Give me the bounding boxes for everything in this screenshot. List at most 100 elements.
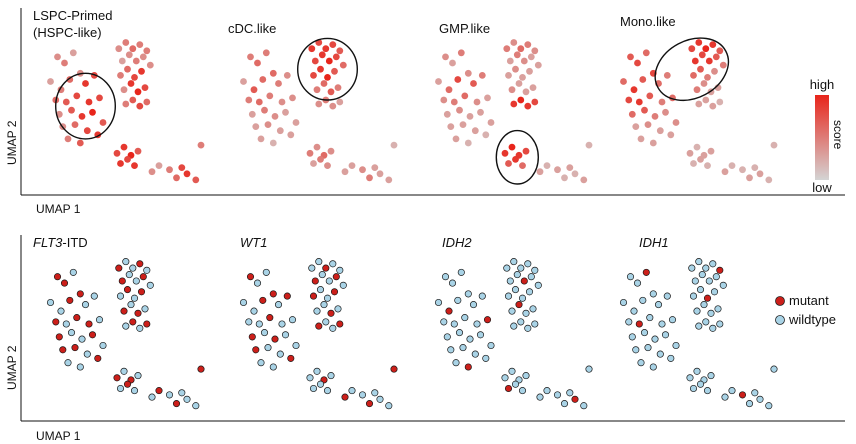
mutation-point — [130, 387, 139, 395]
score-point — [700, 80, 708, 87]
score-point — [276, 127, 284, 135]
score-point — [513, 51, 521, 59]
score-point — [327, 88, 335, 96]
mutation-point — [172, 400, 181, 408]
mutation-point — [716, 266, 724, 274]
mutation-point — [651, 335, 659, 343]
mutation-point — [269, 363, 277, 371]
panel-title-idh1: IDH1 — [639, 235, 669, 250]
score-point — [447, 123, 455, 130]
score-point — [628, 110, 636, 118]
mutation-point — [143, 266, 151, 274]
mutation-point — [311, 277, 319, 285]
mutation-point — [518, 387, 527, 395]
score-point — [634, 59, 641, 67]
mutation-point — [318, 271, 326, 279]
mutation-point — [308, 264, 316, 272]
score-point — [690, 160, 697, 167]
score-point — [443, 110, 451, 118]
mutation-point — [118, 277, 126, 285]
score-point — [466, 113, 474, 120]
score-point — [751, 164, 759, 172]
score-point — [129, 96, 137, 104]
mutation-point — [712, 273, 720, 281]
panel-title-lspc-primed: LSPC-Primed — [33, 8, 112, 23]
score-point — [704, 162, 711, 170]
score-point — [317, 156, 324, 163]
score-point — [155, 162, 163, 170]
score-point — [131, 74, 138, 81]
mutation-point — [560, 400, 569, 408]
bottom-ylabel: UMAP 2 — [5, 345, 19, 390]
score-point — [649, 139, 657, 147]
colorbar — [815, 95, 829, 180]
highlight-ellipse — [495, 129, 539, 185]
mutation-point — [323, 387, 332, 395]
mutation-point — [99, 341, 107, 350]
score-point — [719, 61, 727, 69]
mutation-point — [696, 286, 705, 294]
score-point — [510, 39, 518, 46]
score-point — [99, 119, 107, 126]
mutation-point — [504, 292, 513, 300]
mutation-point — [654, 301, 663, 309]
mutation-point — [266, 314, 274, 322]
score-point — [524, 41, 532, 48]
score-point — [644, 121, 652, 128]
mutation-point — [322, 318, 330, 326]
score-point — [641, 106, 648, 114]
mutation-point — [137, 288, 146, 296]
mutation-point — [619, 298, 628, 307]
mutation-point — [719, 281, 727, 289]
mutation-point — [534, 281, 542, 289]
score-point — [522, 147, 530, 155]
mutation-point — [440, 318, 448, 326]
score-point — [127, 80, 135, 87]
score-point — [543, 162, 551, 170]
mutation-point — [457, 268, 465, 276]
mutation-point — [705, 277, 713, 285]
score-point — [327, 147, 335, 155]
score-point — [261, 106, 268, 114]
mutation-point — [125, 271, 133, 279]
mutation-point — [371, 389, 379, 397]
mutation-point — [274, 301, 283, 309]
score-point — [320, 80, 328, 87]
mutation-point — [529, 305, 537, 313]
mutation-point — [693, 307, 701, 315]
mutation-point — [464, 363, 472, 371]
score-point — [554, 166, 561, 174]
mutation-point — [580, 402, 588, 410]
colorbar-low-label: low — [812, 180, 832, 195]
mutation-point — [276, 350, 284, 358]
mutation-point — [320, 301, 328, 309]
mutation-point — [448, 279, 457, 287]
panel-title-cdc-like: cDC.like — [228, 21, 276, 36]
score-point — [366, 174, 373, 182]
mutation-point — [134, 372, 142, 380]
mutation-point — [120, 367, 128, 375]
mutation-point — [130, 294, 139, 302]
mutation-point — [522, 372, 530, 380]
mutation-point — [139, 273, 147, 281]
score-point — [120, 86, 128, 94]
score-point — [639, 76, 647, 83]
mutation-point — [248, 333, 256, 341]
score-point — [259, 76, 267, 83]
mutation-point — [633, 279, 642, 287]
score-point — [336, 47, 344, 55]
score-point — [82, 80, 89, 87]
score-point — [117, 160, 124, 167]
mutation-point — [306, 374, 314, 382]
mutation-point — [756, 395, 764, 403]
mutation-point — [53, 273, 62, 281]
mutation-point — [59, 346, 67, 354]
score-point — [89, 108, 96, 116]
score-point — [132, 57, 140, 65]
score-point — [129, 45, 137, 53]
mutation-point — [116, 292, 125, 300]
score-point — [519, 74, 526, 81]
mutation-point — [710, 288, 719, 296]
mutation-point — [632, 346, 640, 354]
score-point — [712, 53, 720, 61]
